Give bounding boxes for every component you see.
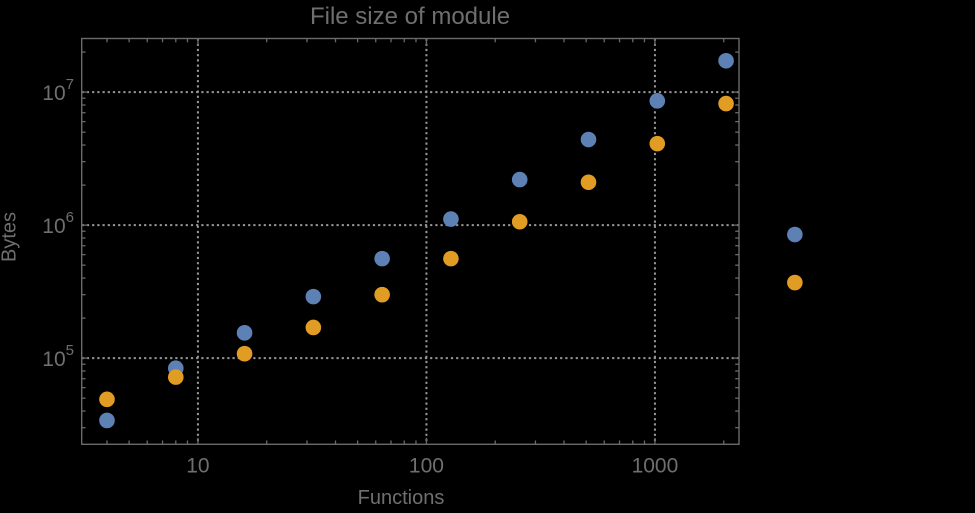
x-tick-label: 1000 bbox=[632, 454, 679, 477]
data-point-orange bbox=[236, 345, 253, 362]
y-tick-label: 106 bbox=[42, 209, 74, 238]
data-point-orange bbox=[443, 250, 459, 267]
x-axis-label: Functions bbox=[357, 487, 445, 509]
data-point-orange bbox=[718, 95, 734, 112]
data-point-blue bbox=[374, 250, 390, 267]
data-point-orange bbox=[374, 286, 390, 303]
data-point-orange bbox=[511, 213, 528, 230]
data-point-orange bbox=[787, 274, 803, 291]
data-point-blue bbox=[511, 171, 528, 188]
data-point-orange bbox=[305, 319, 322, 336]
y-tick-label: 105 bbox=[42, 342, 74, 371]
data-point-blue bbox=[443, 211, 459, 227]
data-point-blue bbox=[236, 325, 253, 341]
data-point-blue bbox=[787, 226, 803, 243]
data-point-orange bbox=[580, 174, 597, 191]
data-point-blue bbox=[99, 412, 115, 429]
data-point-orange bbox=[167, 369, 184, 385]
chart-title: File size of module bbox=[309, 3, 511, 30]
data-point-blue bbox=[718, 52, 734, 69]
y-tick-label: 107 bbox=[42, 76, 74, 105]
x-tick-label: 10 bbox=[186, 454, 209, 477]
data-point-orange bbox=[649, 135, 666, 152]
data-point-blue bbox=[305, 288, 322, 305]
data-point-blue bbox=[580, 131, 597, 148]
x-tick-label: 100 bbox=[409, 454, 444, 477]
data-point-orange bbox=[99, 391, 115, 408]
data-point-blue bbox=[649, 93, 666, 109]
